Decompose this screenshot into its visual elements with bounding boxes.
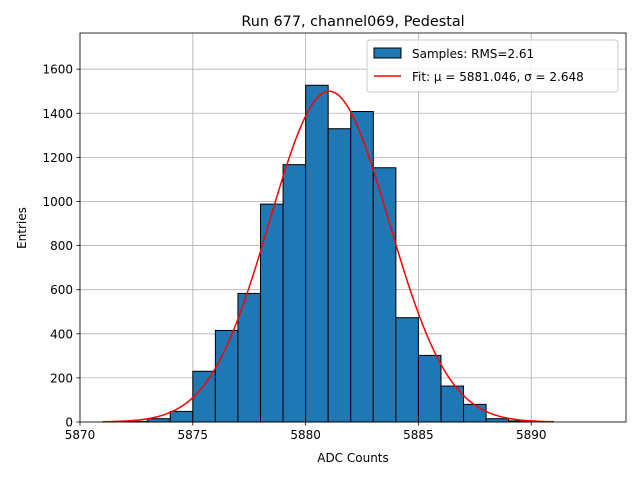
y-tick-label: 200 [50, 371, 73, 385]
histogram-bar [485, 418, 510, 423]
histogram-bar [305, 84, 329, 423]
legend-bars-swatch [373, 47, 402, 59]
y-tick-label: 600 [50, 283, 73, 297]
y-tick-label: 1000 [42, 195, 73, 209]
y-tick-label: 1600 [42, 63, 73, 77]
x-axis-ticks: 5870 5875 5880 5885 5890 [65, 422, 547, 442]
histogram-bar [282, 164, 307, 423]
y-tick-label: 400 [50, 327, 73, 341]
x-tick-label: 5870 [65, 428, 96, 442]
plot-frame [79, 32, 627, 423]
legend: Samples: RMS=2.61 Fit: μ = 5881.046, σ =… [366, 39, 619, 93]
legend-label-fit: Fit: μ = 5881.046, σ = 2.648 [412, 70, 584, 84]
y-tick-label: 0 [65, 416, 73, 430]
histogram-bars [124, 84, 532, 423]
y-tick-label: 1400 [42, 107, 73, 121]
x-tick-label: 5890 [516, 428, 547, 442]
x-tick-label: 5875 [178, 428, 209, 442]
x-tick-label: 5885 [403, 428, 434, 442]
y-tick-label: 800 [50, 239, 73, 253]
histogram-bar [147, 418, 171, 423]
y-axis-ticks: 0 200 400 600 800 1000 1200 1400 1600 [42, 63, 80, 430]
fit-curve [102, 90, 554, 423]
histogram-bar [169, 410, 194, 423]
histogram-bar [395, 317, 419, 423]
histogram-bar [417, 354, 442, 423]
histogram-bar [327, 128, 352, 423]
y-tick-label: 1200 [42, 151, 73, 165]
histogram-bar [237, 292, 261, 423]
chart-title: Run 677, channel069, Pedestal [241, 14, 464, 30]
histogram-bar [192, 370, 216, 423]
legend-box [366, 39, 619, 93]
x-tick-label: 5880 [290, 428, 321, 442]
legend-label-samples: Samples: RMS=2.61 [412, 47, 534, 61]
histogram-bar [463, 403, 487, 423]
y-axis-label: Entries [15, 207, 29, 249]
histogram-bar [214, 329, 239, 423]
histogram-bar [259, 203, 284, 423]
x-axis-label: ADC Counts [317, 451, 389, 465]
